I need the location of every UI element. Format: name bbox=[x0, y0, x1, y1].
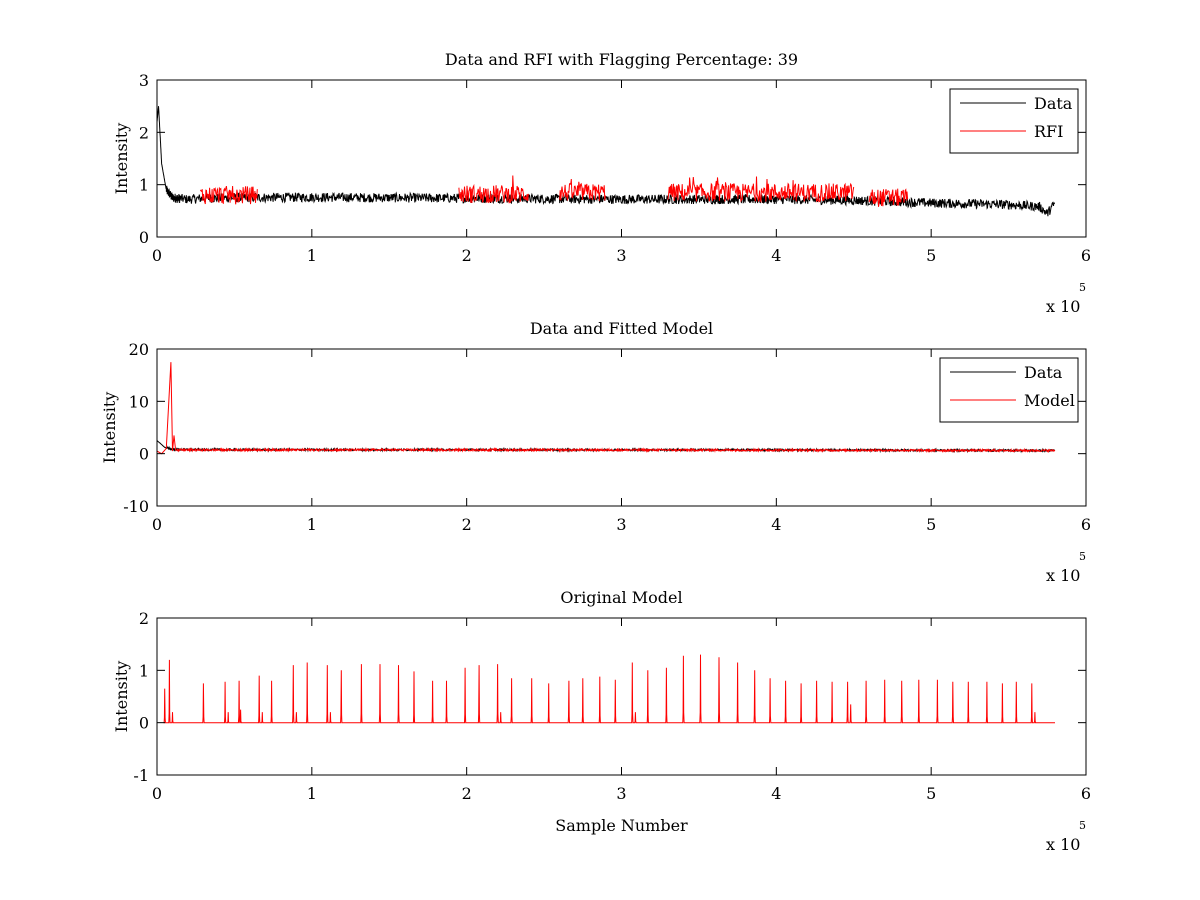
y-tick-label: 2 bbox=[139, 123, 149, 142]
series-rfi-segment bbox=[559, 178, 606, 202]
x-tick-label: 3 bbox=[616, 246, 626, 265]
x-tick-label: 5 bbox=[926, 246, 936, 265]
y-tick-label: 3 bbox=[139, 71, 149, 90]
x-axis-label: Sample Number bbox=[555, 816, 688, 835]
series-data bbox=[156, 106, 1055, 217]
y-tick-label: 1 bbox=[139, 661, 149, 680]
y-tick-label: -10 bbox=[123, 497, 149, 516]
legend-entry: Data bbox=[1034, 94, 1073, 113]
x-tick-label: 2 bbox=[462, 246, 472, 265]
series-rfi-segment bbox=[667, 176, 855, 204]
y-axis-label: Intensity bbox=[112, 123, 131, 195]
x-tick-label: 4 bbox=[771, 784, 781, 803]
chart-title: Data and RFI with Flagging Percentage: 3… bbox=[445, 50, 798, 69]
x-tick-label: 5 bbox=[926, 784, 936, 803]
x-tick-label: 5 bbox=[926, 515, 936, 534]
x-multiplier: x 10 bbox=[1046, 566, 1080, 585]
legend-box bbox=[939, 357, 1079, 423]
y-tick-label: 2 bbox=[139, 609, 149, 628]
x-tick-label: 4 bbox=[771, 515, 781, 534]
series-model bbox=[163, 654, 1055, 724]
x-tick-label: 0 bbox=[152, 515, 162, 534]
subplot-1: 0 1 2 3 4 5 6 0 1 2 3 Data and RFI with Flagging Pe… bbox=[112, 50, 1091, 316]
legend-entry: Model bbox=[1024, 391, 1075, 410]
x-tick-label: 0 bbox=[152, 784, 162, 803]
y-tick-label: 1 bbox=[139, 176, 149, 195]
x-multiplier-exponent: 5 bbox=[1079, 819, 1086, 832]
x-tick-label: 4 bbox=[771, 246, 781, 265]
y-axis-label: Intensity bbox=[100, 392, 119, 464]
y-tick-label: 0 bbox=[139, 714, 149, 733]
x-tick-label: 6 bbox=[1081, 515, 1091, 534]
x-tick-label: 2 bbox=[462, 784, 472, 803]
x-tick-label: 1 bbox=[307, 246, 317, 265]
x-tick-label: 0 bbox=[152, 246, 162, 265]
x-multiplier-exponent: 5 bbox=[1079, 281, 1086, 294]
chart-title: Original Model bbox=[560, 588, 682, 607]
chart-title: Data and Fitted Model bbox=[530, 319, 713, 338]
x-tick-label: 3 bbox=[616, 784, 626, 803]
x-tick-label: 2 bbox=[462, 515, 472, 534]
series-rfi-segment bbox=[458, 175, 529, 204]
x-tick-label: 1 bbox=[307, 515, 317, 534]
x-multiplier: x 10 bbox=[1046, 835, 1080, 854]
x-tick-label: 6 bbox=[1081, 246, 1091, 265]
series-rfi-segment bbox=[868, 188, 909, 207]
legend: Data Model bbox=[939, 357, 1079, 423]
series-model bbox=[156, 362, 1056, 455]
x-multiplier: x 10 bbox=[1046, 297, 1080, 316]
legend: Data RFI bbox=[949, 88, 1079, 154]
y-tick-label: 20 bbox=[129, 340, 149, 359]
axes-frame bbox=[156, 79, 1087, 238]
y-tick-label: 10 bbox=[129, 392, 149, 411]
legend-entry: Data bbox=[1024, 363, 1063, 382]
x-tick-label: 6 bbox=[1081, 784, 1091, 803]
legend-entry: RFI bbox=[1034, 122, 1063, 141]
series-rfi-segment bbox=[199, 185, 258, 205]
y-tick-label: 0 bbox=[139, 228, 149, 247]
axes-frame bbox=[156, 617, 1087, 776]
legend-box bbox=[949, 88, 1079, 154]
y-tick-label: 0 bbox=[139, 445, 149, 464]
x-tick-label: 1 bbox=[307, 784, 317, 803]
x-tick-label: 3 bbox=[616, 515, 626, 534]
y-tick-label: -1 bbox=[133, 766, 149, 785]
y-axis-label: Intensity bbox=[112, 661, 131, 733]
x-multiplier-exponent: 5 bbox=[1079, 550, 1086, 563]
